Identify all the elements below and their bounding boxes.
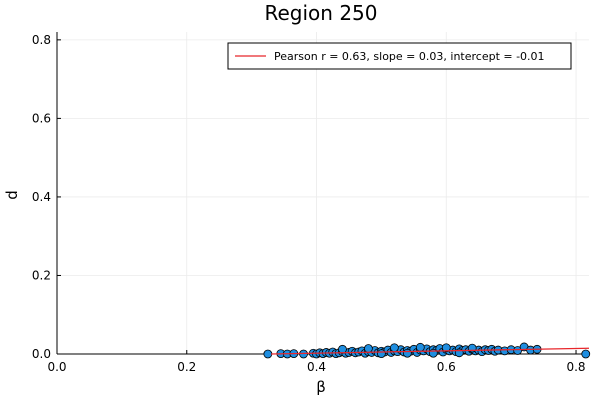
y-tick-label-1: 0.2 [32,268,51,282]
y-axis-label: d [3,190,21,200]
data-point-73 [415,342,425,352]
data-point-72 [389,343,399,353]
x-tick-label-3: 0.6 [437,360,456,374]
data-point-71 [364,344,373,353]
fit-line [271,347,590,355]
x-tick-label-1: 0.2 [177,360,196,374]
legend-entry-fit: Pearson r = 0.63, slope = 0.03, intercep… [274,50,545,63]
legend: Pearson r = 0.63, slope = 0.03, intercep… [227,42,572,70]
x-tick-label-2: 0.4 [307,360,326,374]
legend-box [227,42,572,70]
x-ticks: 0.0 0.2 0.4 0.6 0.8 [47,350,586,374]
data-point-0 [263,349,273,359]
y-tick-label-0: 0.0 [32,347,51,361]
data-point-69 [581,349,591,359]
fit-line-group [271,347,590,355]
x-tick-label-4: 0.8 [566,360,585,374]
y-tick-label-3: 0.6 [32,111,51,125]
data-point-79 [402,348,412,358]
data-point-78 [376,349,386,359]
x-axis-label: β [316,378,326,396]
x-tick-label-0: 0.0 [47,360,66,374]
data-point-74 [441,343,451,353]
y-tick-label-2: 0.4 [32,190,51,204]
y-tick-label-4: 0.8 [32,33,51,47]
chart-title: Region 250 [265,1,378,25]
y-ticks: 0.0 0.2 0.4 0.6 0.8 [32,33,61,361]
